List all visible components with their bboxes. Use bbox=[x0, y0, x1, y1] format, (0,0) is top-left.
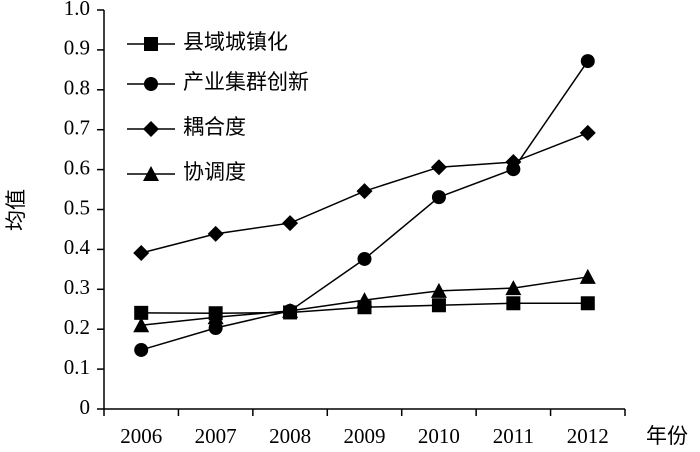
x-tick-label: 2012 bbox=[567, 424, 609, 448]
marker bbox=[505, 154, 522, 171]
marker bbox=[430, 159, 447, 176]
marker bbox=[356, 183, 373, 200]
marker bbox=[431, 298, 446, 313]
marker bbox=[580, 296, 595, 311]
marker bbox=[579, 124, 596, 141]
marker bbox=[207, 309, 224, 325]
y-tick-label: 0.8 bbox=[64, 76, 90, 100]
marker bbox=[208, 321, 223, 336]
legend-marker bbox=[144, 77, 158, 91]
marker bbox=[430, 282, 447, 298]
y-tick-label: 0.9 bbox=[64, 36, 90, 60]
marker bbox=[282, 302, 299, 318]
marker bbox=[134, 342, 149, 357]
marker bbox=[580, 54, 595, 69]
y-tick-label: 0.3 bbox=[64, 275, 90, 299]
marker bbox=[133, 317, 150, 333]
y-axis-label: 均值 bbox=[4, 189, 28, 231]
x-tick-label: 2009 bbox=[344, 424, 386, 448]
x-tick-label: 2006 bbox=[120, 424, 162, 448]
y-tick-label: 0.7 bbox=[64, 116, 90, 140]
legend-marker bbox=[143, 121, 159, 137]
marker bbox=[579, 268, 596, 284]
y-tick-label: 0.1 bbox=[64, 355, 90, 379]
y-tick-label: 0.4 bbox=[64, 235, 91, 259]
y-tick-label: 0.5 bbox=[64, 195, 90, 219]
x-tick-label: 2008 bbox=[269, 424, 311, 448]
marker bbox=[207, 225, 224, 242]
legend-marker bbox=[144, 37, 158, 51]
y-tick-label: 1.0 bbox=[64, 0, 90, 20]
marker bbox=[505, 280, 522, 296]
marker bbox=[134, 305, 149, 320]
y-tick-label: 0.2 bbox=[64, 315, 90, 339]
marker bbox=[357, 251, 372, 266]
x-axis-label: 年份 bbox=[646, 424, 688, 448]
marker bbox=[282, 215, 299, 232]
legend-label: 协调度 bbox=[183, 160, 246, 184]
x-tick-label: 2011 bbox=[493, 424, 534, 448]
legend-label: 产业集群创新 bbox=[183, 70, 309, 94]
marker bbox=[356, 292, 373, 308]
y-tick-label: 0.6 bbox=[64, 155, 90, 179]
legend-marker bbox=[143, 166, 159, 181]
y-tick-label: 0 bbox=[80, 395, 91, 419]
legend-label: 县域城镇化 bbox=[183, 30, 288, 54]
marker bbox=[431, 190, 446, 205]
x-tick-label: 2010 bbox=[418, 424, 460, 448]
marker bbox=[133, 244, 150, 261]
marker bbox=[506, 296, 521, 311]
x-tick-label: 2007 bbox=[195, 424, 237, 448]
legend-label: 耦合度 bbox=[183, 115, 246, 139]
